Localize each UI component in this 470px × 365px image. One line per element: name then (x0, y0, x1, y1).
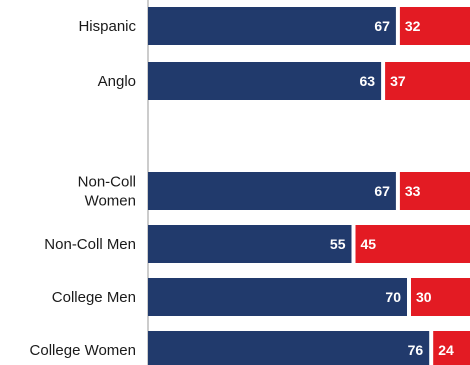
bar-segment-series-1 (148, 172, 396, 210)
bar-segment-series-2 (399, 172, 470, 210)
category-label: Non-Coll Men (44, 236, 136, 253)
bar-segment-series-2 (399, 7, 470, 45)
category-label: Anglo (98, 73, 136, 90)
category-label: Hispanic (78, 18, 136, 35)
data-label-series-1: 67 (374, 18, 390, 34)
bar-segment-series-2 (411, 278, 470, 316)
bar-segment-series-1 (148, 225, 352, 263)
bar-segment-series-1 (148, 278, 407, 316)
data-label-series-1: 70 (385, 289, 401, 305)
data-label-series-2: 45 (361, 236, 377, 252)
data-label-series-2: 37 (390, 73, 406, 89)
bar-segment-series-2 (385, 62, 470, 100)
data-label-series-1: 76 (408, 342, 424, 358)
bar-segment-series-2 (433, 331, 470, 365)
category-label: College Women (30, 342, 136, 359)
data-label-series-2: 32 (405, 18, 421, 34)
bar-segment-series-1 (148, 331, 430, 365)
bar-segment-series-1 (148, 62, 382, 100)
data-label-series-1: 63 (360, 73, 376, 89)
data-label-series-2: 30 (416, 289, 432, 305)
category-label: Women (85, 193, 136, 210)
data-label-series-1: 55 (330, 236, 346, 252)
bar-segment-series-2 (355, 225, 470, 263)
category-label: Non-Coll (78, 174, 136, 191)
data-label-series-1: 67 (374, 183, 390, 199)
category-label: College Men (52, 289, 136, 306)
data-label-series-2: 33 (405, 183, 421, 199)
data-label-series-2: 24 (438, 342, 454, 358)
bar-segment-series-1 (148, 7, 396, 45)
